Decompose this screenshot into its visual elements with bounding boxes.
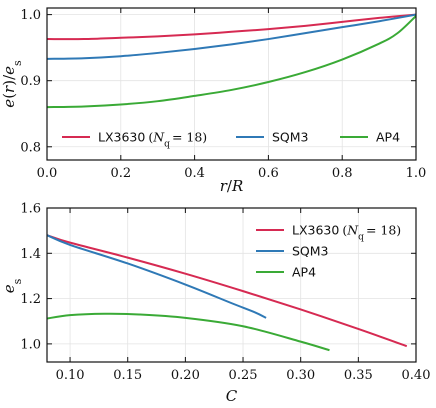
x-axis-label: C bbox=[226, 387, 238, 405]
series-line-lx3630 bbox=[47, 234, 408, 348]
y-tick-label: 1.6 bbox=[20, 202, 41, 217]
x-tick-label: 0.15 bbox=[113, 368, 142, 383]
y-tick-label: 0.8 bbox=[20, 140, 41, 155]
x-tick-label: 0.20 bbox=[171, 368, 200, 383]
y-tick-label: 1.2 bbox=[20, 292, 41, 307]
y-tick-label: 1.0 bbox=[20, 337, 41, 352]
legend-label-lx3630: LX3630 (Nq = 18) bbox=[292, 223, 401, 243]
plot-frame bbox=[46, 7, 417, 161]
legend: LX3630(Nq= 18)SQM3 AP4 bbox=[256, 223, 401, 280]
series-line-ap4 bbox=[47, 15, 416, 109]
y-tick-label: 0.9 bbox=[20, 74, 41, 89]
y-tick-label: 1.0 bbox=[20, 8, 41, 23]
chart-panel-1: 0.0 0.2 0.4 0.6 0.8 1.00.80.91.0r/Re(r)/esLX3… bbox=[0, 7, 427, 195]
plot-frame bbox=[46, 207, 417, 363]
x-tick-label: 0.4 bbox=[184, 166, 205, 181]
legend-label-ap4: AP4 bbox=[292, 265, 316, 280]
series-line-sqm3 bbox=[47, 13, 416, 60]
legend-label-ap4: AP4 bbox=[376, 130, 400, 145]
legend-label-sqm3: SQM3 bbox=[272, 130, 309, 145]
y-axis-label: es bbox=[0, 278, 24, 293]
x-tick-label: 0.30 bbox=[286, 368, 315, 383]
y-tick-label: 1.4 bbox=[20, 247, 41, 262]
chart-panel-2: 0.10 0.15 0.20 0.25 0.30 0.35 0.40 1.0 1.2 1.4 1.6… bbox=[0, 202, 430, 406]
x-tick-label: 0.8 bbox=[332, 166, 353, 181]
x-tick-label: 1.0 bbox=[406, 166, 427, 181]
x-axis-label: r/R bbox=[220, 177, 244, 195]
x-tick-label: 0.6 bbox=[258, 166, 279, 181]
legend-label-sqm3: SQM3 bbox=[292, 244, 329, 259]
x-tick-label: 0.10 bbox=[56, 368, 85, 383]
y-axis-label: e(r)/es bbox=[0, 60, 24, 108]
x-tick-label: 0.40 bbox=[402, 368, 431, 383]
series-line-ap4 bbox=[47, 312, 330, 352]
x-tick-label: 0.35 bbox=[344, 368, 373, 383]
series-line-lx3630 bbox=[47, 13, 416, 41]
x-tick-label: 0.2 bbox=[110, 166, 131, 181]
x-tick-label: 0.0 bbox=[37, 166, 58, 181]
series-line-sqm3 bbox=[47, 234, 267, 319]
x-tick-label: 0.25 bbox=[229, 368, 258, 383]
